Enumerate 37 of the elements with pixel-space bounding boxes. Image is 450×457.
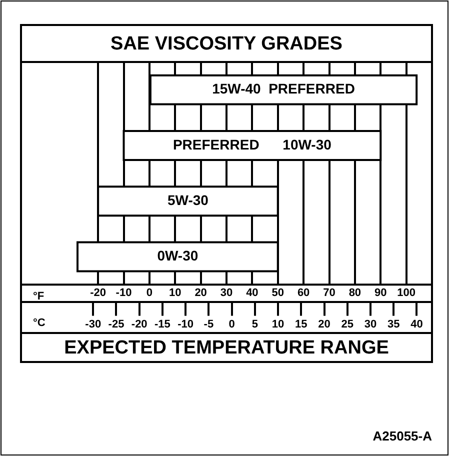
x2-tick-label: 5	[252, 318, 258, 330]
x-tick-label: 70	[323, 287, 336, 300]
x-tick-label: 30	[220, 287, 233, 300]
x-tick-label: 60	[297, 287, 310, 300]
x2-tick-label: -15	[154, 318, 170, 330]
x-tick-label: 10	[169, 287, 182, 300]
chart-title: SAE VISCOSITY GRADES	[110, 34, 342, 55]
y-tick-label: PREFERRED 10W-30	[172, 136, 332, 152]
y-tick-label: 5W-30	[167, 192, 209, 208]
x2-tick-label: 10	[272, 318, 284, 330]
x-axis-title: °F	[33, 290, 44, 303]
x-tick-label: -20	[90, 287, 106, 300]
x2-tick-label: 15	[295, 318, 308, 330]
x-tick-label: 80	[348, 287, 362, 300]
x-tick-label: 90	[374, 287, 387, 300]
text: EXPECTED TEMPERATURE RANGE	[64, 338, 389, 359]
x-tick-label: 20	[194, 287, 207, 300]
x2-tick-label: 30	[364, 318, 377, 330]
y-tick-label: 0W-30	[157, 248, 198, 264]
y-tick-label: 15W-40 PREFERRED	[212, 80, 355, 97]
x2-tick-label: 20	[318, 318, 330, 330]
x-tick-label: 100	[397, 287, 416, 300]
x2-tick-label: -10	[178, 318, 194, 330]
x2-tick-label: 40	[410, 318, 423, 330]
x2-tick-label: 0	[228, 318, 235, 330]
x-tick-label: 50	[272, 287, 284, 300]
x2-tick-label: -5	[204, 318, 214, 330]
x2-tick-label: -20	[131, 318, 148, 330]
x-tick-label: 40	[246, 287, 258, 300]
x2-axis-title: °C	[33, 317, 46, 330]
x2-tick-label: 25	[341, 318, 354, 330]
x2-tick-label: -30	[85, 318, 102, 330]
x2-tick-label: -25	[108, 318, 124, 330]
x-tick-label: -10	[116, 287, 132, 300]
text: A25055-A	[372, 428, 433, 444]
x2-tick-label: 35	[388, 318, 400, 330]
x-tick-label: 0	[146, 287, 152, 300]
